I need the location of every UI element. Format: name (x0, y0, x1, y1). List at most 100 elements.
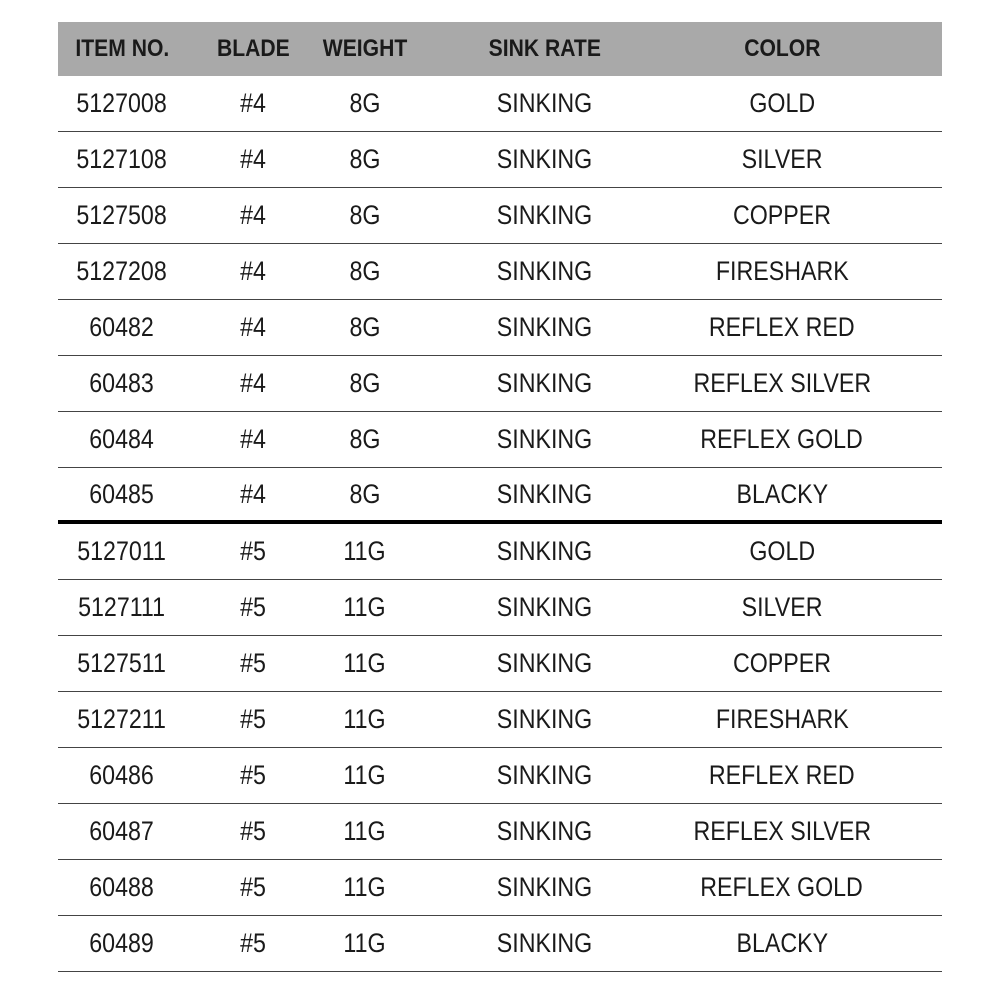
cell-value: 8G (349, 256, 381, 286)
cell-value: SINKING (497, 648, 593, 678)
cell-value: SILVER (741, 592, 823, 622)
cell-value: 5127511 (77, 648, 167, 678)
cell-value: 60483 (89, 368, 155, 398)
cell-value: SINKING (497, 704, 593, 734)
cell-value: 8G (349, 478, 381, 509)
cell-value: SINKING (497, 478, 593, 509)
table-row: 60482 #4 8G SINKING REFLEX RED (58, 300, 942, 356)
table-row: 5127108 #4 8G SINKING SILVER (58, 132, 942, 188)
cell-value: COPPER (732, 200, 832, 230)
header-label: BLADE (216, 35, 290, 62)
table-row: 60489 #5 11G SINKING BLACKY (58, 916, 942, 972)
cell-value: REFLEX GOLD (700, 872, 864, 902)
cell-value: 60486 (89, 760, 155, 790)
cell-value: #5 (240, 928, 266, 958)
table-row: 5127008 #4 8G SINKING GOLD (58, 76, 942, 132)
table-row: 60485 #4 8G SINKING BLACKY (58, 468, 942, 524)
cell-value: SINKING (497, 312, 593, 342)
cell-value: #5 (240, 704, 266, 734)
cell-value: GOLD (749, 536, 815, 566)
cell-value: 5127111 (78, 592, 166, 622)
cell-value: 8G (349, 200, 381, 230)
cell-value: 5127011 (77, 536, 167, 566)
cell-value: REFLEX RED (709, 312, 855, 342)
cell-value: 11G (343, 648, 387, 678)
cell-value: 60482 (89, 312, 155, 342)
cell-value: 60485 (89, 478, 155, 509)
table-row: 5127011 #5 11G SINKING GOLD (58, 524, 942, 580)
cell-value: SINKING (497, 760, 593, 790)
cell-value: 11G (343, 592, 387, 622)
cell-value: SILVER (741, 144, 823, 174)
table-row: 60483 #4 8G SINKING REFLEX SILVER (58, 356, 942, 412)
cell-value: 8G (349, 424, 381, 454)
cell-value: 60489 (89, 928, 155, 958)
cell-value: SINKING (497, 88, 593, 118)
header-label: ITEM NO. (75, 35, 169, 62)
cell-value: COPPER (732, 648, 832, 678)
cell-value: SINKING (497, 424, 593, 454)
cell-value: #4 (240, 144, 266, 174)
cell-value: 5127008 (76, 88, 168, 118)
cell-value: #5 (240, 760, 266, 790)
cell-value: 60488 (89, 872, 155, 902)
cell-value: 8G (349, 88, 381, 118)
table-row: 5127508 #4 8G SINKING COPPER (58, 188, 942, 244)
cell-value: SINKING (497, 200, 593, 230)
cell-value: #5 (240, 816, 266, 846)
cell-value: #4 (240, 424, 266, 454)
cell-value: REFLEX RED (709, 760, 855, 790)
cell-value: 11G (343, 816, 387, 846)
table-row: 60488 #5 11G SINKING REFLEX GOLD (58, 860, 942, 916)
cell-value: #5 (240, 872, 266, 902)
cell-value: 11G (343, 872, 387, 902)
table-row: 5127511 #5 11G SINKING COPPER (58, 636, 942, 692)
cell-value: SINKING (497, 536, 593, 566)
cell-value: #5 (240, 592, 266, 622)
cell-value: 5127508 (76, 200, 168, 230)
cell-value: 11G (343, 536, 387, 566)
cell-value: 8G (349, 368, 381, 398)
cell-value: 8G (349, 144, 381, 174)
cell-value: #4 (240, 368, 266, 398)
cell-value: 5127211 (77, 704, 167, 734)
cell-value: BLACKY (736, 478, 828, 509)
cell-value: BLACKY (736, 928, 828, 958)
cell-value: SINKING (497, 872, 593, 902)
cell-value: 5127108 (76, 144, 168, 174)
cell-value: 11G (343, 928, 387, 958)
table-row: 5127208 #4 8G SINKING FIRESHARK (58, 244, 942, 300)
cell-value: 11G (343, 704, 387, 734)
cell-value: #4 (240, 312, 266, 342)
cell-value: SINKING (497, 816, 593, 846)
header-label: WEIGHT (322, 35, 408, 62)
cell-value: 8G (349, 312, 381, 342)
cell-value: 11G (343, 760, 387, 790)
table-row: 60487 #5 11G SINKING REFLEX SILVER (58, 804, 942, 860)
cell-value: #4 (240, 200, 266, 230)
cell-value: SINKING (497, 368, 593, 398)
table-row: 5127111 #5 11G SINKING SILVER (58, 580, 942, 636)
cell-value: FIRESHARK (715, 256, 849, 286)
cell-value: 60484 (89, 424, 155, 454)
table-header: ITEM NO. BLADE WEIGHT SINK RATE COLOR (58, 22, 942, 76)
table-row: 60484 #4 8G SINKING REFLEX GOLD (58, 412, 942, 468)
cell-value: REFLEX SILVER (693, 368, 871, 398)
cell-value: #5 (240, 648, 266, 678)
header-label: SINK RATE (488, 35, 602, 62)
cell-value: GOLD (749, 88, 815, 118)
cell-value: REFLEX SILVER (693, 816, 871, 846)
cell-value: 60487 (89, 816, 155, 846)
header-label: COLOR (743, 35, 821, 62)
product-table: ITEM NO. BLADE WEIGHT SINK RATE COLOR 5127008… (58, 22, 942, 972)
table-row: 60486 #5 11G SINKING REFLEX RED (58, 748, 942, 804)
cell-value: SINKING (497, 144, 593, 174)
cell-value: 5127208 (76, 256, 168, 286)
cell-value: SINKING (497, 256, 593, 286)
cell-value: SINKING (497, 928, 593, 958)
cell-value: #4 (240, 88, 266, 118)
cell-value: #5 (240, 536, 266, 566)
cell-value: SINKING (497, 592, 593, 622)
cell-value: #4 (240, 256, 266, 286)
cell-value: REFLEX GOLD (700, 424, 864, 454)
